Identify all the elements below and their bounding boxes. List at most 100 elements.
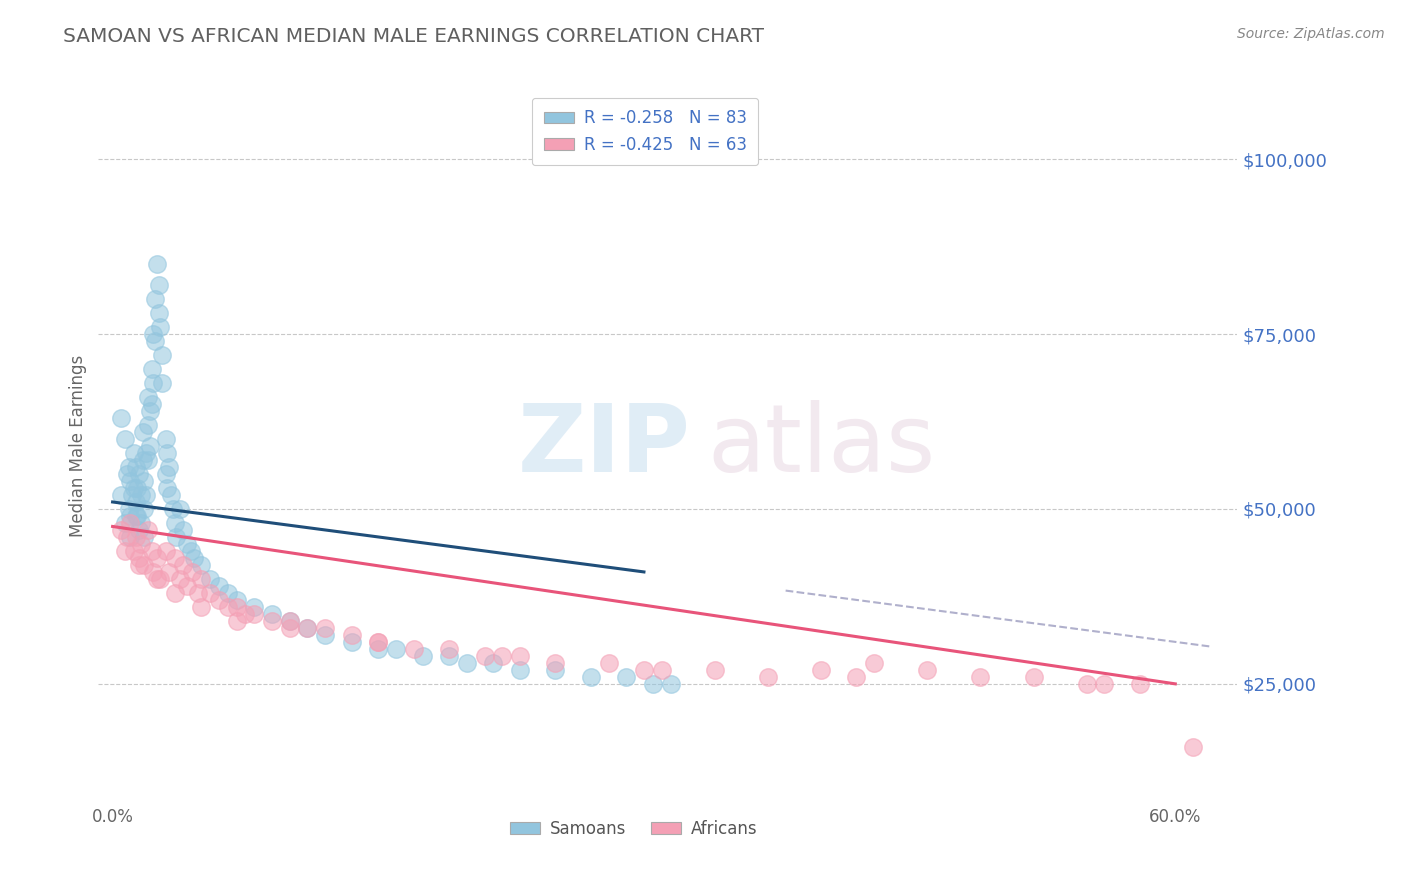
Point xyxy=(149,572,172,586)
Point xyxy=(124,508,146,523)
Point xyxy=(134,530,156,544)
Point xyxy=(114,544,136,558)
Point xyxy=(198,572,221,586)
Point xyxy=(134,558,156,572)
Point xyxy=(437,641,460,656)
Y-axis label: Median Male Earnings: Median Male Earnings xyxy=(69,355,87,537)
Point xyxy=(917,663,939,677)
Point xyxy=(128,550,150,565)
Point xyxy=(141,362,163,376)
Point xyxy=(509,663,531,677)
Point xyxy=(169,572,191,586)
Point xyxy=(129,488,152,502)
Point xyxy=(172,523,194,537)
Point xyxy=(278,614,301,628)
Text: atlas: atlas xyxy=(707,400,936,492)
Point xyxy=(217,599,239,614)
Point xyxy=(155,544,177,558)
Point xyxy=(208,593,231,607)
Point xyxy=(169,502,191,516)
Point xyxy=(120,516,142,530)
Point xyxy=(114,516,136,530)
Point xyxy=(142,376,165,390)
Point xyxy=(225,614,247,628)
Point xyxy=(117,502,139,516)
Point xyxy=(190,599,212,614)
Point xyxy=(136,523,159,537)
Point xyxy=(136,453,159,467)
Point xyxy=(260,614,283,628)
Point xyxy=(150,348,173,362)
Point xyxy=(134,474,156,488)
Point xyxy=(1022,670,1045,684)
Point xyxy=(115,467,138,481)
Point xyxy=(314,628,336,642)
Point xyxy=(120,474,142,488)
Point xyxy=(135,446,157,460)
Point xyxy=(115,530,138,544)
Point xyxy=(142,565,165,579)
Point xyxy=(146,572,169,586)
Point xyxy=(810,663,832,677)
Point xyxy=(148,278,170,293)
Point xyxy=(1076,677,1098,691)
Point xyxy=(297,621,319,635)
Point xyxy=(127,481,149,495)
Point xyxy=(139,439,162,453)
Point xyxy=(544,656,567,670)
Point xyxy=(297,621,319,635)
Point xyxy=(385,641,408,656)
Point xyxy=(163,586,186,600)
Point xyxy=(129,537,152,551)
Point xyxy=(474,648,496,663)
Point xyxy=(659,677,682,691)
Point xyxy=(149,320,172,334)
Point xyxy=(155,432,177,446)
Point xyxy=(367,635,389,649)
Point xyxy=(412,648,434,663)
Point xyxy=(128,467,150,481)
Point xyxy=(491,648,513,663)
Point xyxy=(128,558,150,572)
Point xyxy=(150,376,173,390)
Point xyxy=(544,663,567,677)
Point xyxy=(110,411,132,425)
Point xyxy=(146,550,169,565)
Point xyxy=(225,593,247,607)
Point xyxy=(703,663,725,677)
Point xyxy=(863,656,886,670)
Point xyxy=(845,670,868,684)
Point xyxy=(172,558,194,572)
Point xyxy=(122,544,145,558)
Point xyxy=(143,292,166,306)
Point xyxy=(579,670,602,684)
Point xyxy=(225,599,247,614)
Point xyxy=(117,460,139,475)
Point xyxy=(155,467,177,481)
Point xyxy=(181,565,204,579)
Point xyxy=(314,621,336,635)
Point xyxy=(165,530,187,544)
Point xyxy=(278,614,301,628)
Point xyxy=(633,663,655,677)
Point xyxy=(1182,739,1205,754)
Point xyxy=(124,460,146,475)
Point xyxy=(367,641,389,656)
Point xyxy=(162,502,184,516)
Point xyxy=(141,397,163,411)
Point xyxy=(156,446,179,460)
Point xyxy=(176,579,198,593)
Point xyxy=(129,516,152,530)
Point xyxy=(160,488,183,502)
Point xyxy=(437,648,460,663)
Point xyxy=(367,635,389,649)
Point xyxy=(187,586,209,600)
Point xyxy=(456,656,478,670)
Point xyxy=(614,670,637,684)
Point xyxy=(163,516,186,530)
Point xyxy=(142,327,165,342)
Point xyxy=(143,334,166,348)
Point xyxy=(136,417,159,432)
Point xyxy=(235,607,257,621)
Point xyxy=(134,502,156,516)
